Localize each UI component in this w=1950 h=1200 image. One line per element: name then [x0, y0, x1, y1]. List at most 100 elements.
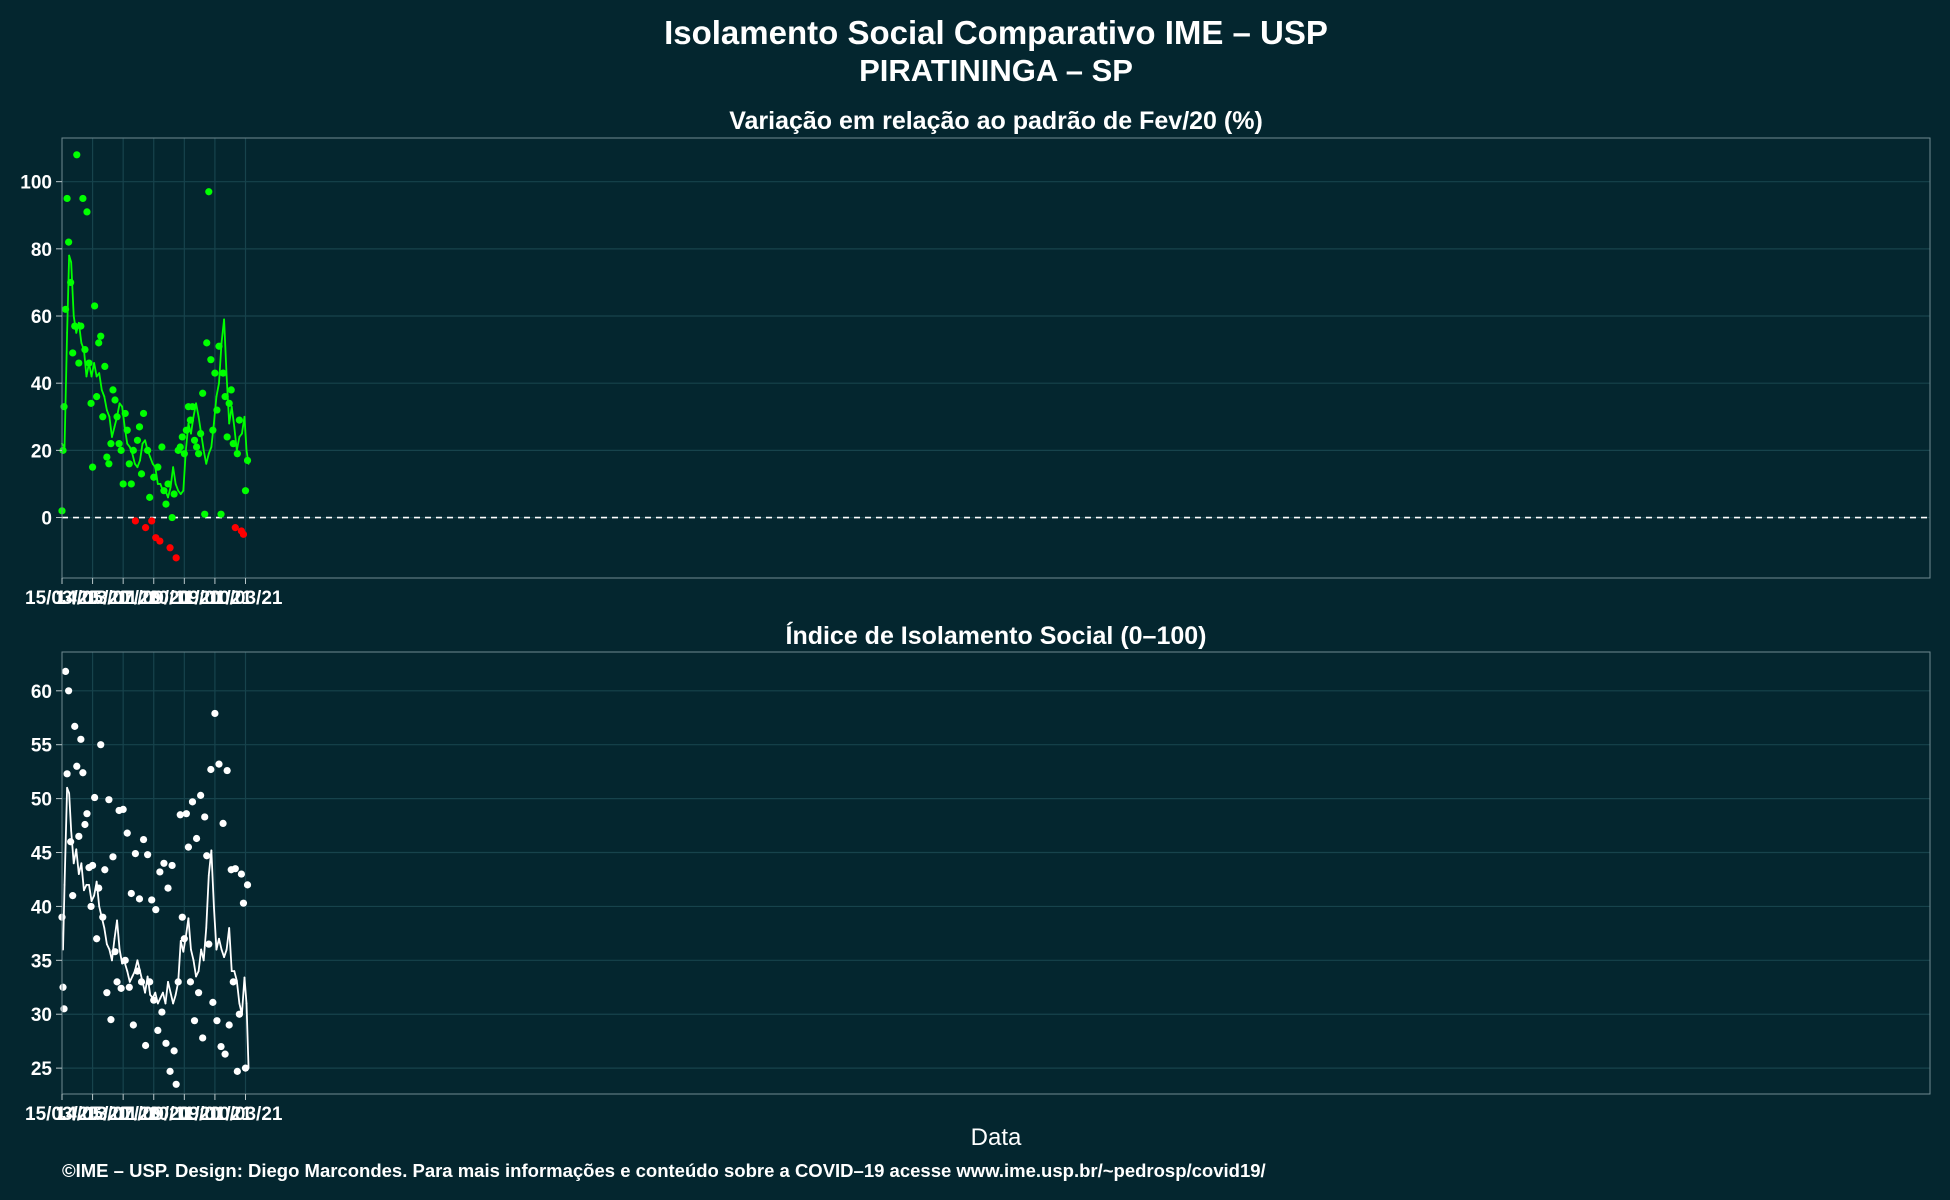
- data-point: [81, 820, 89, 829]
- moving-average-segment: [174, 483, 180, 492]
- data-point: [109, 386, 117, 394]
- moving-average-segment: [218, 937, 223, 951]
- data-point: [61, 305, 70, 313]
- moving-average-segment: [68, 792, 73, 832]
- data-point: [137, 470, 146, 478]
- moving-average-segment: [63, 786, 68, 886]
- x-tick-label: 14/05/20: [56, 588, 130, 609]
- figure-title-line1: Isolamento Social Comparativo IME – USP: [664, 14, 1328, 51]
- x-tick-label: 13/07/20: [86, 588, 160, 609]
- panel1-title: Variação em relação ao padrão de Fev/20 …: [729, 107, 1263, 135]
- data-point: [127, 480, 135, 488]
- x-tick-label: 15/03/20: [25, 1104, 99, 1125]
- data-point: [101, 362, 109, 370]
- data-point: [144, 851, 152, 859]
- data-point: [95, 884, 103, 892]
- moving-average-segment: [68, 254, 73, 264]
- data-point: [184, 843, 193, 851]
- data-point: [162, 500, 170, 508]
- data-point: [115, 440, 123, 448]
- data-point: [107, 1016, 115, 1024]
- y-tick-label: 30: [31, 1005, 52, 1026]
- data-point: [91, 302, 99, 310]
- data-point: [199, 1034, 207, 1042]
- data-point: [235, 1010, 243, 1018]
- data-point: [83, 810, 91, 818]
- moving-average-segment: [103, 927, 108, 946]
- moving-average-segment: [223, 318, 228, 378]
- moving-average-segment: [80, 862, 85, 892]
- data-point: [221, 1050, 229, 1058]
- data-point: [133, 967, 142, 975]
- data-point: [146, 493, 154, 501]
- data-point: [91, 793, 99, 802]
- y-tick-label: 20: [31, 441, 52, 462]
- data-point: [107, 440, 115, 448]
- x-tick-label: 10/11/20: [148, 588, 221, 609]
- data-point: [133, 436, 142, 444]
- data-point: [111, 396, 119, 404]
- y-tick-label: 60: [31, 307, 52, 328]
- data-point: [168, 513, 176, 522]
- data-point: [71, 722, 79, 730]
- moving-average-segment: [190, 948, 195, 962]
- moving-average-segment: [167, 486, 172, 499]
- data-point: [199, 389, 207, 397]
- data-point: [127, 889, 135, 898]
- data-point: [166, 1067, 174, 1075]
- data-point: [170, 1047, 178, 1055]
- data-point: [85, 359, 93, 367]
- moving-average-segment: [235, 979, 241, 1005]
- data-point: [95, 339, 103, 347]
- moving-average-segment: [192, 959, 197, 978]
- moving-average-segment: [169, 991, 175, 1005]
- data-point: [205, 940, 213, 948]
- data-point: [148, 896, 156, 904]
- data-point: [69, 349, 77, 357]
- data-point: [231, 524, 239, 532]
- moving-average-segment: [98, 372, 103, 391]
- data-point: [223, 766, 231, 775]
- moving-average-segment: [172, 993, 177, 1005]
- data-point: [207, 765, 215, 774]
- moving-average-segment: [156, 997, 162, 1005]
- data-point: [188, 403, 197, 411]
- data-point: [87, 399, 95, 407]
- moving-average-segment: [245, 1002, 250, 1070]
- data-point: [77, 735, 85, 743]
- data-point: [229, 978, 237, 986]
- data-point: [223, 433, 231, 441]
- data-point: [233, 1067, 241, 1075]
- data-point: [176, 443, 184, 451]
- data-point: [139, 835, 148, 844]
- moving-average-segment: [197, 948, 203, 973]
- data-point: [111, 948, 119, 956]
- data-point: [83, 208, 91, 216]
- moving-average-segment: [83, 883, 88, 892]
- moving-average-segment: [228, 927, 233, 973]
- data-point: [162, 1039, 170, 1047]
- data-point: [67, 838, 75, 846]
- moving-average-segment: [100, 389, 106, 398]
- moving-average-segment: [218, 341, 223, 385]
- data-point: [97, 741, 105, 749]
- moving-average-segment: [210, 849, 215, 908]
- moving-average-segment: [111, 425, 116, 438]
- y-tick-label: 25: [31, 1059, 53, 1080]
- data-point: [190, 436, 199, 444]
- data-point: [63, 770, 71, 778]
- data-point: [121, 956, 129, 964]
- data-point: [59, 446, 67, 454]
- data-point: [148, 517, 156, 525]
- x-tick-label: 10/11/20: [148, 1104, 221, 1125]
- variation-chart: 0 20 40 60 80 100 15/03/2014/05/2013/07/2011/0…: [20, 137, 1931, 609]
- data-point: [211, 709, 219, 718]
- panel-frame: [61, 651, 1931, 1095]
- data-point: [77, 322, 85, 330]
- data-point: [225, 399, 233, 407]
- x-tick-label: 11/09/20: [117, 588, 190, 609]
- moving-average-segment: [223, 948, 228, 958]
- data-point: [213, 1017, 221, 1025]
- data-point: [164, 884, 172, 892]
